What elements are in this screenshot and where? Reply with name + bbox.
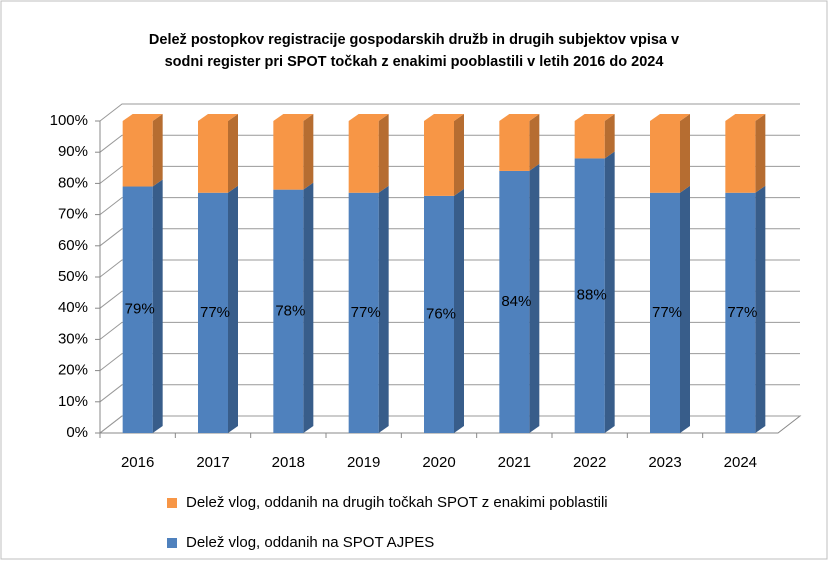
bar-side bbox=[680, 114, 690, 193]
y-tick-label: 20% bbox=[58, 362, 88, 379]
data-label: 78% bbox=[275, 302, 305, 319]
y-tick-label: 100% bbox=[50, 112, 88, 129]
bar bbox=[122, 186, 153, 433]
data-label: 77% bbox=[200, 304, 230, 321]
bar bbox=[198, 192, 228, 433]
legend-swatch bbox=[167, 498, 177, 508]
x-tick-label: 2021 bbox=[498, 454, 531, 471]
grid-line bbox=[99, 321, 800, 340]
x-tick-label: 2022 bbox=[573, 454, 606, 471]
bar-side bbox=[378, 185, 389, 433]
y-tick-label: 80% bbox=[58, 174, 88, 191]
bar bbox=[424, 195, 454, 433]
bar-side bbox=[529, 114, 540, 171]
bar bbox=[499, 170, 530, 434]
data-label: 79% bbox=[125, 301, 155, 318]
y-tick-label: 10% bbox=[58, 393, 88, 410]
bar bbox=[650, 121, 680, 193]
bar-side bbox=[755, 114, 766, 193]
bar-top bbox=[650, 114, 690, 121]
bar bbox=[348, 192, 379, 433]
bar bbox=[273, 189, 304, 433]
x-tick-label: 2019 bbox=[347, 454, 380, 471]
bar-side bbox=[228, 185, 238, 433]
bar-top bbox=[499, 114, 540, 121]
grid-line bbox=[99, 134, 800, 153]
bar bbox=[725, 121, 756, 193]
grid-line bbox=[99, 197, 800, 215]
bar-top bbox=[122, 114, 163, 121]
data-label: 77% bbox=[727, 304, 757, 321]
grid-line bbox=[99, 290, 800, 309]
y-tick-label: 50% bbox=[58, 268, 88, 285]
data-label: 76% bbox=[426, 305, 456, 322]
x-tick-label: 2020 bbox=[422, 454, 455, 471]
y-tick-label: 70% bbox=[58, 206, 88, 223]
y-tick-label: 60% bbox=[58, 237, 88, 254]
x-tick-label: 2017 bbox=[196, 454, 229, 471]
data-label: 77% bbox=[351, 304, 381, 321]
chart-title: Delež postopkov registracije gospodarski… bbox=[149, 32, 679, 48]
bar-top bbox=[198, 114, 238, 121]
y-tick-label: 0% bbox=[66, 424, 88, 441]
bar bbox=[725, 192, 756, 433]
bar-side bbox=[454, 114, 464, 196]
grid-line bbox=[99, 259, 800, 278]
bar bbox=[574, 158, 605, 433]
bar-side bbox=[152, 179, 163, 433]
data-label: 77% bbox=[652, 304, 682, 321]
bar bbox=[574, 121, 605, 159]
grid-line bbox=[99, 228, 800, 247]
bar-side bbox=[228, 114, 238, 193]
bar-side bbox=[152, 114, 163, 187]
x-tick-label: 2018 bbox=[272, 454, 305, 471]
bar-top bbox=[725, 114, 766, 121]
y-tick-label: 40% bbox=[58, 299, 88, 316]
bar-side bbox=[680, 185, 690, 433]
data-label: 88% bbox=[577, 287, 607, 304]
data-label: 84% bbox=[501, 293, 531, 310]
bar-top bbox=[273, 114, 314, 121]
bar-side bbox=[303, 182, 314, 433]
x-tick-label: 2016 bbox=[121, 454, 154, 471]
bar-side bbox=[604, 151, 615, 433]
grid-line bbox=[99, 415, 800, 434]
bar bbox=[122, 121, 153, 187]
bar-side bbox=[755, 185, 766, 433]
y-tick-label: 30% bbox=[58, 330, 88, 347]
bar bbox=[198, 121, 228, 193]
grid-line bbox=[99, 384, 800, 403]
bar-side bbox=[604, 114, 615, 159]
bar bbox=[273, 121, 304, 190]
grid-line bbox=[99, 165, 800, 184]
y-tick-label: 90% bbox=[58, 143, 88, 160]
legend-label: Delež vlog, oddanih na drugih točkah SPO… bbox=[186, 494, 608, 511]
bar-top bbox=[424, 114, 464, 121]
chart-title: sodni register pri SPOT točkah z enakimi… bbox=[165, 54, 664, 70]
x-tick-label: 2023 bbox=[648, 454, 681, 471]
bar-top bbox=[348, 114, 389, 121]
x-tick-label: 2024 bbox=[724, 454, 757, 471]
legend-swatch bbox=[167, 538, 177, 548]
bar bbox=[650, 192, 680, 433]
grid-line bbox=[99, 353, 800, 371]
bar bbox=[348, 121, 379, 193]
bar-top bbox=[574, 114, 615, 121]
bar bbox=[499, 121, 530, 171]
legend-label: Delež vlog, oddanih na SPOT AJPES bbox=[186, 534, 434, 551]
bar-side bbox=[303, 114, 314, 190]
bar-side bbox=[454, 188, 464, 433]
grid-line bbox=[99, 103, 800, 122]
bar-side bbox=[529, 163, 540, 434]
bar bbox=[424, 121, 454, 196]
bar-side bbox=[378, 114, 389, 193]
